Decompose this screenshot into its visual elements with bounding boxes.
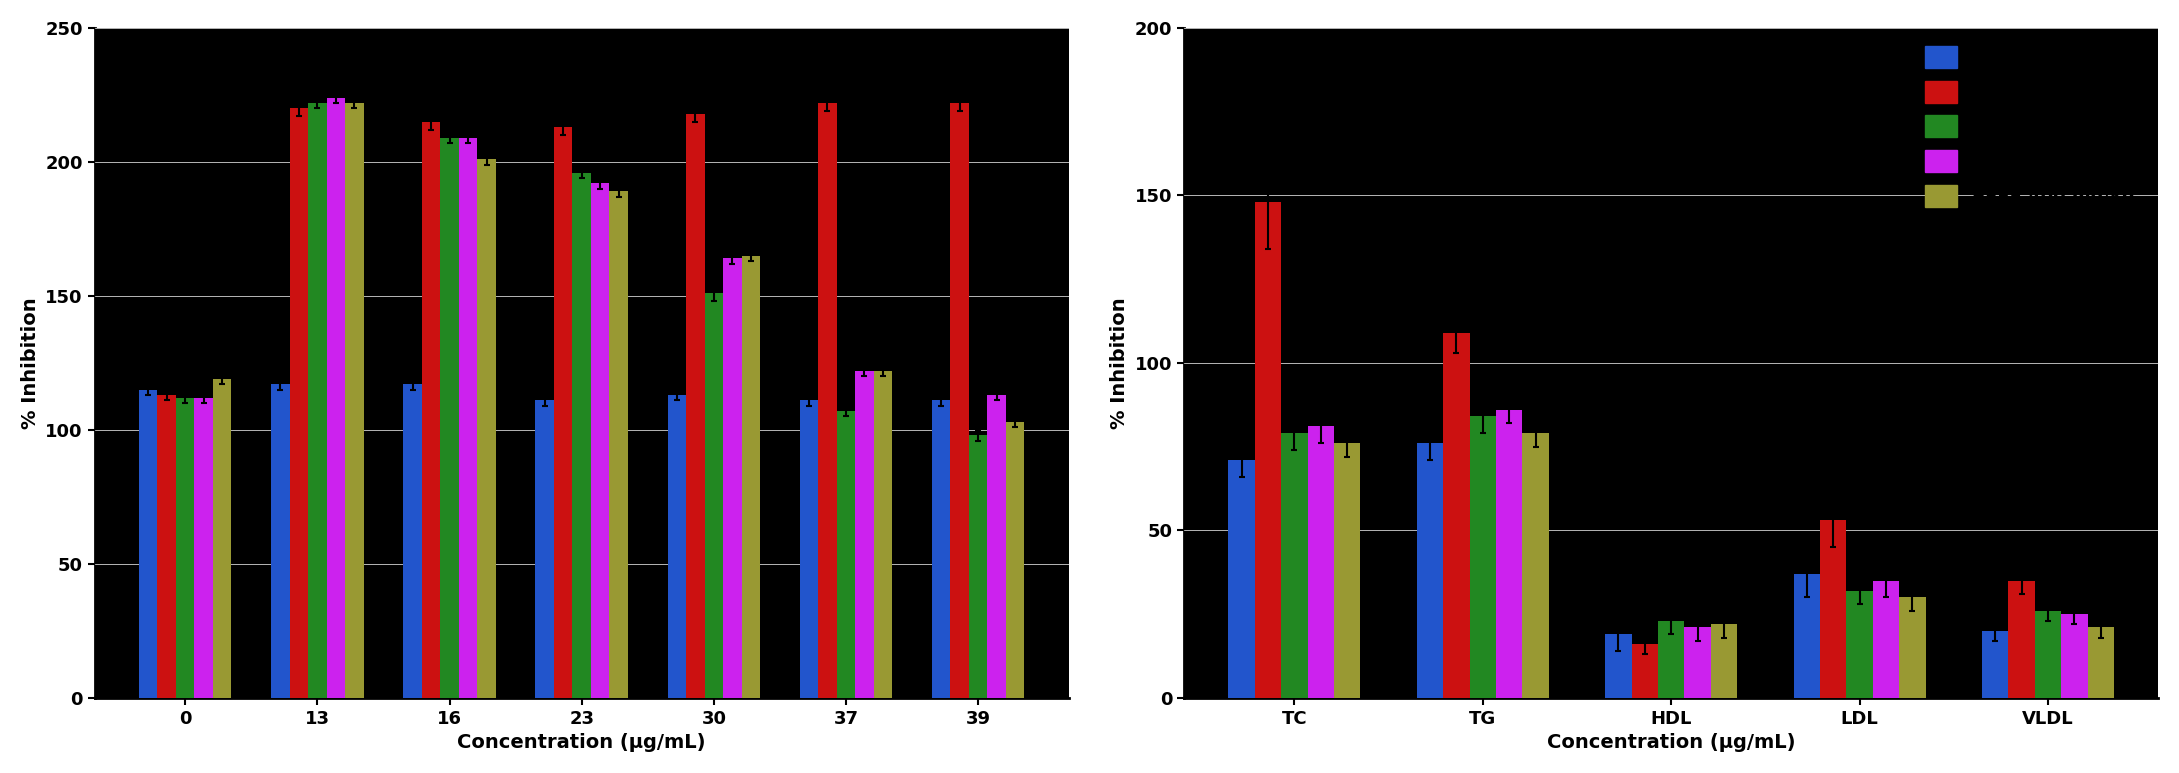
Bar — [270, 384, 290, 698]
Bar — [970, 435, 987, 698]
Bar — [327, 97, 344, 698]
Bar — [1469, 417, 1497, 698]
Bar — [686, 114, 704, 698]
Bar — [741, 256, 760, 698]
Bar — [2061, 614, 2087, 698]
Bar — [290, 108, 307, 698]
Bar — [2009, 581, 2035, 698]
Bar — [423, 121, 440, 698]
Text: z: z — [691, 76, 699, 94]
Y-axis label: % Inhibition: % Inhibition — [22, 297, 39, 429]
Text: c: c — [1011, 386, 1020, 404]
Bar — [2035, 611, 2061, 698]
Bar — [214, 379, 231, 698]
Bar — [723, 258, 741, 698]
Text: c: c — [2096, 587, 2105, 605]
Bar — [591, 183, 610, 698]
X-axis label: Concentration (μg/mL): Concentration (μg/mL) — [1547, 733, 1795, 752]
Text: c: c — [1880, 533, 1891, 552]
Bar — [553, 127, 573, 698]
Bar — [1416, 443, 1442, 698]
Bar — [440, 138, 460, 698]
Bar — [854, 371, 874, 698]
Bar — [1442, 332, 1469, 698]
Bar — [307, 103, 327, 698]
Bar — [950, 103, 970, 698]
Bar — [874, 371, 891, 698]
Bar — [1497, 410, 1523, 698]
Bar — [1632, 644, 1658, 698]
Bar — [1523, 433, 1549, 698]
Bar — [933, 400, 950, 698]
Text: z: z — [1451, 282, 1462, 301]
Bar — [1872, 581, 1900, 698]
Bar — [403, 384, 423, 698]
Text: c: c — [974, 400, 983, 417]
Bar — [1846, 591, 1872, 698]
Bar — [176, 397, 194, 698]
Text: z: z — [1264, 125, 1273, 143]
Bar — [139, 390, 157, 698]
Bar — [800, 400, 819, 698]
X-axis label: Concentration (μg/mL): Concentration (μg/mL) — [458, 733, 706, 752]
Bar — [610, 191, 628, 698]
Bar — [1255, 202, 1281, 698]
Bar — [667, 395, 686, 698]
Bar — [194, 397, 214, 698]
Bar — [1684, 628, 1711, 698]
Text: c: c — [991, 359, 1002, 377]
Bar — [704, 293, 723, 698]
Text: c: c — [859, 335, 869, 353]
Text: B: B — [1209, 48, 1229, 76]
Bar — [1307, 427, 1334, 698]
Bar — [1606, 634, 1632, 698]
Bar — [1007, 422, 1024, 698]
Bar — [1334, 443, 1360, 698]
Bar — [344, 103, 364, 698]
Bar — [1229, 460, 1255, 698]
Bar — [1819, 520, 1846, 698]
Bar — [573, 172, 591, 698]
Bar — [477, 159, 497, 698]
Bar — [1711, 624, 1737, 698]
Bar — [837, 411, 854, 698]
Bar — [2087, 628, 2114, 698]
Text: z: z — [427, 83, 436, 101]
Bar — [987, 395, 1007, 698]
Bar — [1900, 598, 1926, 698]
Bar — [1281, 433, 1307, 698]
Bar — [819, 103, 837, 698]
Bar — [536, 400, 553, 698]
Text: A: A — [120, 48, 139, 76]
Text: z: z — [294, 70, 303, 88]
Bar — [1983, 631, 2009, 698]
Text: c: c — [878, 335, 887, 353]
Legend: Normal control, Negative control, Positif control, PFEE 200 mg/kg, PFEE 400 mg/k: Normal control, Negative control, Positi… — [1915, 37, 2148, 216]
Bar — [1793, 574, 1819, 698]
Text: c: c — [841, 376, 852, 393]
Bar — [1658, 621, 1684, 698]
Y-axis label: % Inhibition: % Inhibition — [1111, 297, 1129, 429]
Bar — [157, 395, 176, 698]
Bar — [460, 138, 477, 698]
Text: c: c — [1719, 581, 1728, 598]
